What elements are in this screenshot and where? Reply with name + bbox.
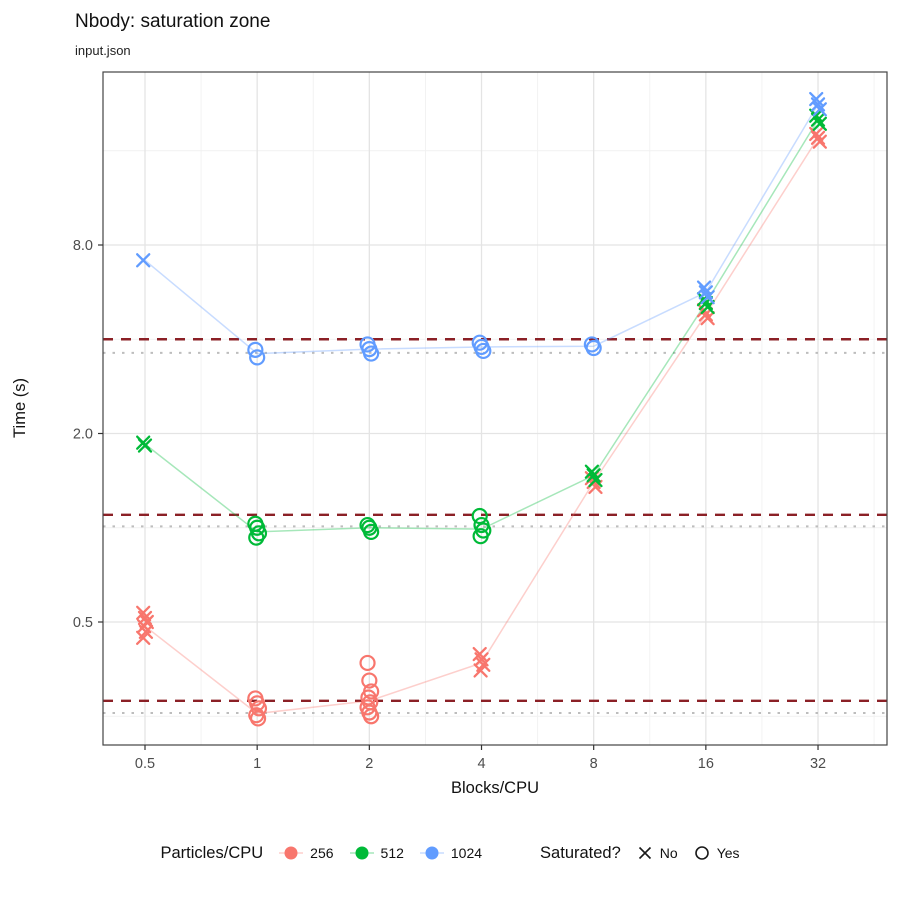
plot-area: 0.5 1 2 4 8 16 32 0.5 2.0 8.0 Blocks/CPU Time (s) [11,71,888,797]
point-circle-1024 [249,349,266,366]
point-circle-1024 [475,342,492,360]
x-tick-label: 0.5 [135,756,155,772]
axis-tick-labels: 0.5 1 2 4 8 16 32 0.5 2.0 8.0 [73,238,826,772]
point-circle-512 [363,523,380,540]
legend-entry-256: 256 [276,843,334,863]
point-x-1024 [136,253,151,268]
x-tick-label: 32 [810,756,826,772]
point-x-1024 [700,290,715,305]
point-circle-512 [471,507,488,525]
data-points [136,91,827,727]
x-tick-label: 4 [477,756,485,772]
x-tick-label: 2 [365,756,373,772]
color-legend-group: Particles/CPU 256 512 1024 [160,843,482,863]
point-circle-512 [248,529,265,546]
x-axis-title: Blocks/CPU [451,779,539,797]
y-tick-label: 8.0 [73,238,93,254]
minor-gridlines [103,72,887,745]
chart-subtitle: input.json [75,43,131,58]
color-legend-title: Particles/CPU [160,843,264,862]
chart-title: Nbody: saturation zone [75,11,271,32]
point-x-512 [588,472,603,488]
point-circle-256 [359,654,376,672]
point-circle-256 [361,672,378,689]
shape-legend-group: Saturated? No Yes [540,843,739,863]
y-tick-label: 2.0 [73,427,93,443]
point-x-512 [809,108,824,123]
point-x-512 [700,299,715,315]
y-axis-title: Time (s) [11,378,29,438]
legend-label: Yes [716,845,740,861]
point-x-256 [812,134,827,149]
legend-key-dot [419,846,444,860]
y-tick-label: 0.5 [73,615,93,631]
legend-entry-1024: 1024 [417,843,482,863]
legend-entry-Yes: Yes [691,843,740,863]
legend-entry-No: No [634,843,678,863]
legend-label: 256 [310,845,334,861]
point-circle-512 [472,528,489,545]
point-circle-1024 [363,345,380,362]
legend-label: 1024 [450,845,483,861]
x-tick-label: 1 [253,756,261,772]
legend-entry-512: 512 [347,843,404,863]
x-tick-label: 8 [590,756,598,772]
shape-legend-title: Saturated? [540,843,621,862]
panel-border [102,71,888,746]
point-x-256 [810,130,826,145]
legend: Particles/CPU 256 512 1024 Saturated? No Ye… [0,843,900,863]
legend-key-dot [349,846,374,860]
legend-key-dot [279,846,304,860]
major-gridlines [103,72,887,745]
legend-key-x [638,846,651,860]
legend-label: No [659,845,678,861]
baseline-dotted-lines [103,351,887,715]
point-x-512 [584,464,600,479]
point-circle-256 [363,708,380,725]
legend-label: 512 [380,845,404,861]
point-x-256 [136,630,151,645]
point-circle-1024 [585,339,602,357]
point-circle-1024 [247,341,264,358]
point-x-256 [700,311,715,326]
point-x-512 [137,438,153,453]
point-x-256 [473,663,488,678]
legend-key-circle [694,846,709,860]
point-x-1024 [812,102,827,117]
x-tick-label: 16 [698,756,714,772]
point-x-256 [809,126,824,142]
point-x-512 [812,116,827,132]
threshold-dashed-lines [103,338,887,703]
point-circle-256 [249,710,267,727]
axis-ticks [98,244,819,750]
